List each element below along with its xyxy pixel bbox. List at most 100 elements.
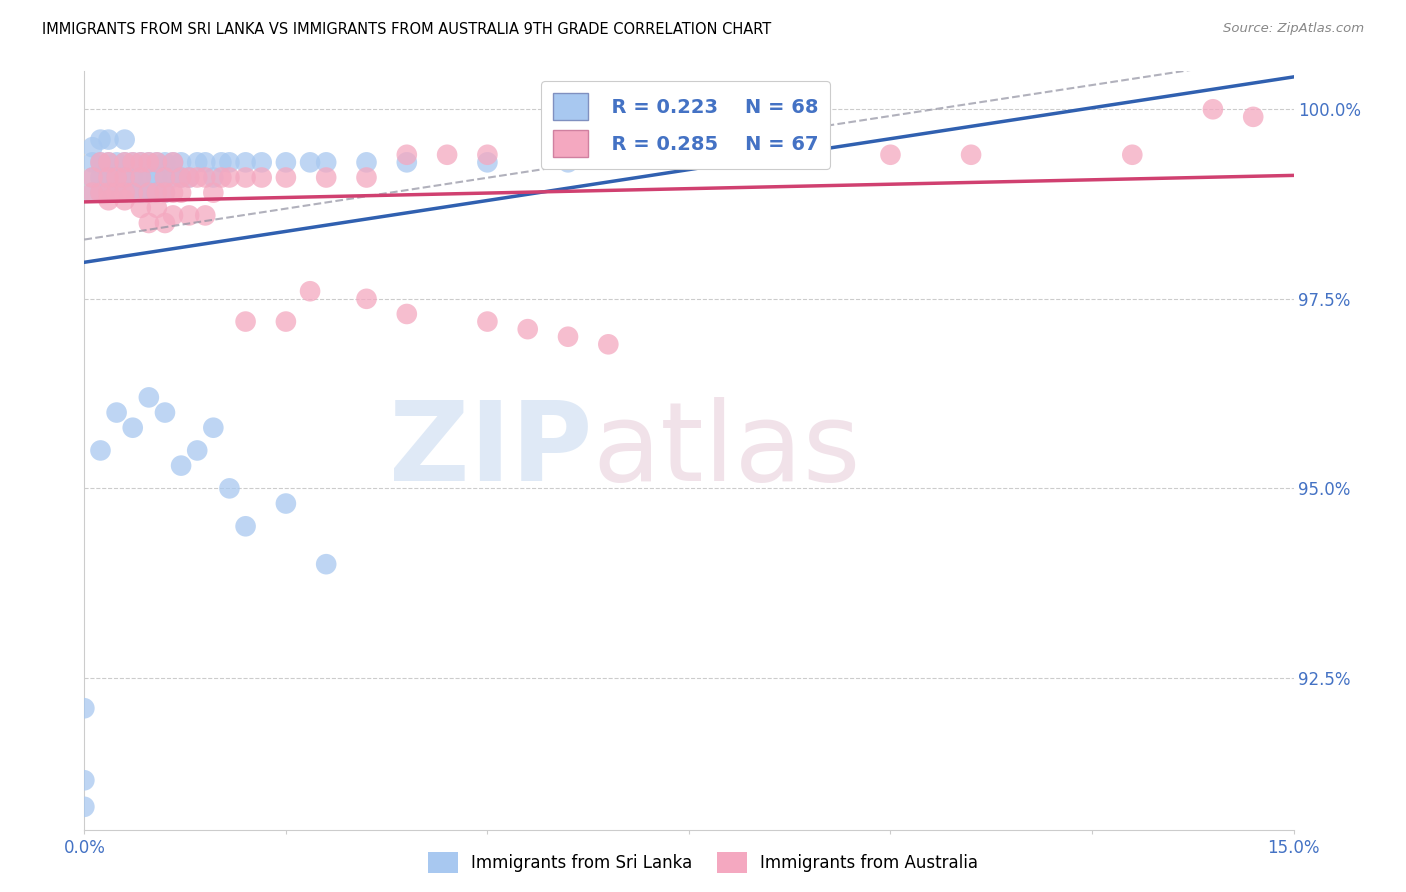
Point	[162, 170, 184, 185]
Point	[89, 132, 111, 146]
Point	[146, 201, 169, 215]
Point	[557, 155, 579, 169]
Point	[146, 155, 169, 169]
Point	[138, 186, 160, 200]
Point	[194, 208, 217, 222]
Point	[82, 155, 104, 169]
Point	[73, 701, 96, 715]
Point	[146, 170, 169, 185]
Point	[114, 155, 136, 169]
Point	[114, 170, 136, 185]
Point	[209, 155, 232, 169]
Point	[114, 155, 136, 169]
Point	[129, 170, 152, 185]
Point	[153, 406, 176, 420]
Text: IMMIGRANTS FROM SRI LANKA VS IMMIGRANTS FROM AUSTRALIA 9TH GRADE CORRELATION CHA: IMMIGRANTS FROM SRI LANKA VS IMMIGRANTS …	[42, 22, 772, 37]
Point	[274, 170, 297, 185]
Point	[89, 155, 111, 169]
Point	[162, 155, 184, 169]
Point	[89, 186, 111, 200]
Point	[477, 155, 499, 169]
Point	[170, 458, 193, 473]
Point	[477, 314, 499, 328]
Point	[170, 155, 193, 169]
Point	[97, 170, 120, 185]
Point	[315, 155, 337, 169]
Point	[202, 186, 225, 200]
Point	[235, 519, 257, 533]
Point	[170, 170, 193, 185]
Point	[89, 170, 111, 185]
Point	[138, 186, 160, 200]
Point	[299, 155, 322, 169]
Point	[315, 170, 337, 185]
Point	[186, 155, 208, 169]
Point	[598, 337, 620, 351]
Point	[218, 155, 240, 169]
Point	[299, 285, 322, 299]
Point	[105, 155, 128, 169]
Point	[194, 170, 217, 185]
Point	[114, 186, 136, 200]
Point	[153, 170, 176, 185]
Point	[637, 147, 659, 161]
Point	[105, 186, 128, 200]
Point	[121, 186, 143, 200]
Point	[146, 186, 169, 200]
Point	[274, 497, 297, 511]
Point	[82, 170, 104, 185]
Point	[121, 155, 143, 169]
Point	[162, 155, 184, 169]
Point	[960, 147, 983, 161]
Point	[395, 155, 418, 169]
Point	[121, 155, 143, 169]
Point	[395, 307, 418, 321]
Point	[129, 155, 152, 169]
Point	[121, 420, 143, 434]
Point	[114, 170, 136, 185]
Point	[879, 147, 901, 161]
Point	[250, 170, 273, 185]
Point	[82, 140, 104, 154]
Point	[356, 155, 378, 169]
Point	[82, 170, 104, 185]
Point	[194, 155, 217, 169]
Point	[114, 186, 136, 200]
Point	[89, 186, 111, 200]
Point	[477, 147, 499, 161]
Point	[105, 170, 128, 185]
Point	[121, 170, 143, 185]
Point	[170, 170, 193, 185]
Point	[129, 155, 152, 169]
Point	[202, 420, 225, 434]
Point	[153, 170, 176, 185]
Point	[235, 314, 257, 328]
Point	[557, 330, 579, 344]
Point	[129, 170, 152, 185]
Point	[153, 216, 176, 230]
Legend:   R = 0.223    N = 68,   R = 0.285    N = 67: R = 0.223 N = 68, R = 0.285 N = 67	[541, 81, 830, 169]
Point	[170, 186, 193, 200]
Point	[105, 406, 128, 420]
Point	[557, 147, 579, 161]
Point	[315, 558, 337, 572]
Point	[97, 132, 120, 146]
Point	[89, 155, 111, 169]
Legend: Immigrants from Sri Lanka, Immigrants from Australia: Immigrants from Sri Lanka, Immigrants fr…	[420, 846, 986, 880]
Point	[274, 314, 297, 328]
Point	[82, 186, 104, 200]
Point	[73, 773, 96, 788]
Point	[250, 155, 273, 169]
Text: atlas: atlas	[592, 397, 860, 504]
Point	[89, 443, 111, 458]
Point	[153, 186, 176, 200]
Point	[179, 170, 201, 185]
Point	[186, 170, 208, 185]
Point	[114, 193, 136, 207]
Point	[516, 322, 538, 336]
Point	[105, 186, 128, 200]
Point	[162, 208, 184, 222]
Point	[129, 186, 152, 200]
Point	[97, 186, 120, 200]
Point	[146, 186, 169, 200]
